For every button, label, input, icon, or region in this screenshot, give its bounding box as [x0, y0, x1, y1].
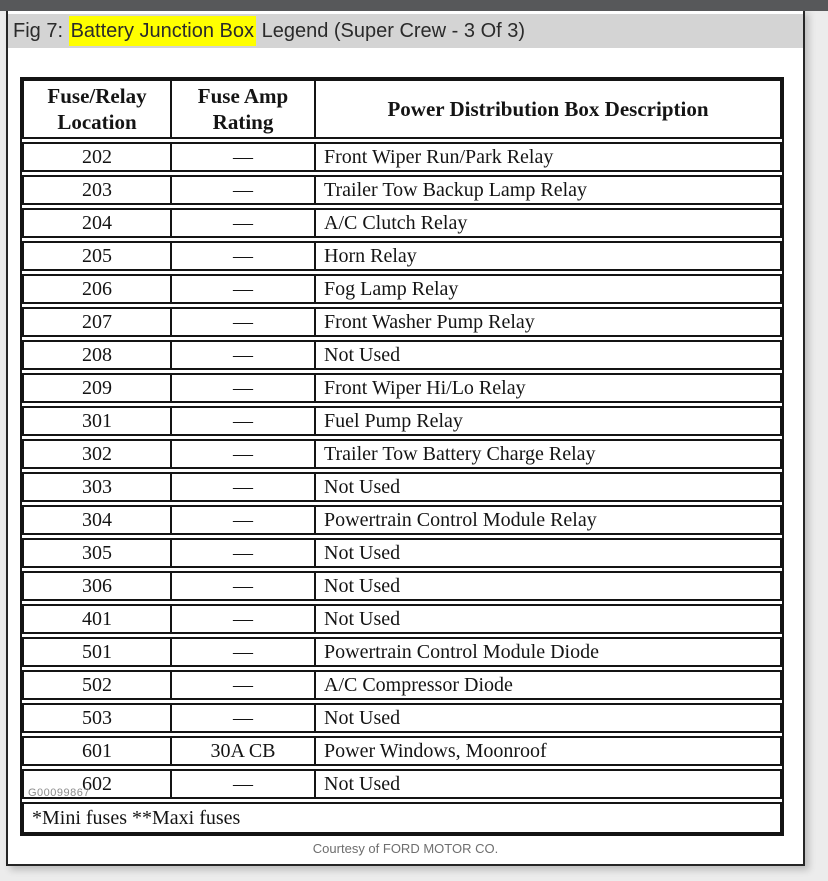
- table-row: 306 — Not Used: [22, 571, 782, 601]
- cell-description: Not Used: [324, 608, 401, 630]
- cell-fuse-relay-location: 301: [82, 410, 112, 432]
- cell-description: Fog Lamp Relay: [324, 278, 459, 300]
- cell-fuse-amp-rating: —: [170, 210, 316, 236]
- cell-fuse-relay-location: 502: [82, 674, 112, 696]
- table-row: 503 — Not Used: [22, 703, 782, 733]
- table-row: 204 — A/C Clutch Relay: [22, 208, 782, 238]
- cell-description: Trailer Tow Backup Lamp Relay: [324, 179, 587, 201]
- table-row: 601 30A CB Power Windows, Moonroof: [22, 736, 782, 766]
- cell-fuse-amp-rating: —: [170, 342, 316, 368]
- cell-description: Power Windows, Moonroof: [324, 740, 547, 762]
- cell-fuse-relay-location: 306: [82, 575, 112, 597]
- cell-fuse-relay-location: 304: [82, 509, 112, 531]
- cell-description: Not Used: [324, 542, 401, 564]
- cell-fuse-amp-rating: —: [170, 441, 316, 467]
- header-fuse-amp-rating: Fuse Amp Rating: [170, 81, 316, 137]
- cell-description: Fuel Pump Relay: [324, 410, 463, 432]
- cell-description: Trailer Tow Battery Charge Relay: [324, 443, 596, 465]
- cell-fuse-amp-rating: —: [170, 474, 316, 500]
- cell-description: Front Wiper Hi/Lo Relay: [324, 377, 526, 399]
- figure-caption-prefix: Fig 7:: [13, 20, 69, 42]
- table-header-row: Fuse/Relay Location Fuse Amp Rating Powe…: [22, 79, 782, 139]
- header-fuse-relay-location: Fuse/Relay Location: [47, 84, 147, 134]
- cell-fuse-relay-location: 501: [82, 641, 112, 663]
- cell-fuse-relay-location: 203: [82, 179, 112, 201]
- table-row: 209 — Front Wiper Hi/Lo Relay: [22, 373, 782, 403]
- table-row: 304 — Powertrain Control Module Relay: [22, 505, 782, 535]
- cell-fuse-amp-rating: —: [170, 573, 316, 599]
- table-row: 502 — A/C Compressor Diode: [22, 670, 782, 700]
- cell-fuse-relay-location: 303: [82, 476, 112, 498]
- cell-fuse-relay-location: 305: [82, 542, 112, 564]
- table-row: 206 — Fog Lamp Relay: [22, 274, 782, 304]
- cell-fuse-amp-rating: —: [170, 606, 316, 632]
- cell-description: Not Used: [324, 476, 401, 498]
- cell-fuse-amp-rating: —: [170, 276, 316, 302]
- table-row: 203 — Trailer Tow Backup Lamp Relay: [22, 175, 782, 205]
- table-row: 401 — Not Used: [22, 604, 782, 634]
- table-row: 602 — Not Used: [22, 769, 782, 799]
- cell-fuse-relay-location: 503: [82, 707, 112, 729]
- header-power-distribution-description: Power Distribution Box Description: [387, 97, 709, 121]
- table-row: 301 — Fuel Pump Relay: [22, 406, 782, 436]
- figure-caption-bar: Fig 7: Battery Junction Box Legend (Supe…: [8, 14, 803, 48]
- figure-code: G00099867: [28, 787, 90, 799]
- cell-fuse-amp-rating: —: [170, 375, 316, 401]
- table-row: 205 — Horn Relay: [22, 241, 782, 271]
- document-page: Fig 7: Battery Junction Box Legend (Supe…: [6, 9, 805, 866]
- table-footnote: *Mini fuses **Maxi fuses: [22, 802, 782, 834]
- cell-fuse-relay-location: 302: [82, 443, 112, 465]
- table-row: 302 — Trailer Tow Battery Charge Relay: [22, 439, 782, 469]
- cell-description: Not Used: [324, 575, 401, 597]
- table-row: 303 — Not Used: [22, 472, 782, 502]
- cell-fuse-relay-location: 202: [82, 146, 112, 168]
- cell-description: Horn Relay: [324, 245, 417, 267]
- cell-fuse-amp-rating: —: [170, 309, 316, 335]
- cell-fuse-relay-location: 401: [82, 608, 112, 630]
- cell-description: Not Used: [324, 344, 401, 366]
- cell-fuse-amp-rating: —: [170, 540, 316, 566]
- cell-fuse-relay-location: 204: [82, 212, 112, 234]
- fuse-table: Fuse/Relay Location Fuse Amp Rating Powe…: [20, 77, 784, 836]
- table-row: 501 — Powertrain Control Module Diode: [22, 637, 782, 667]
- cell-fuse-amp-rating: 30A CB: [170, 738, 316, 764]
- cell-description: Powertrain Control Module Relay: [324, 509, 597, 531]
- cell-fuse-amp-rating: —: [170, 672, 316, 698]
- cell-fuse-relay-location: 601: [82, 740, 112, 762]
- cell-fuse-relay-location: 208: [82, 344, 112, 366]
- cell-description: Front Washer Pump Relay: [324, 311, 535, 333]
- cell-fuse-amp-rating: —: [170, 243, 316, 269]
- cell-description: Front Wiper Run/Park Relay: [324, 146, 554, 168]
- figure-caption-highlight: Battery Junction Box: [68, 16, 257, 46]
- cell-description: A/C Compressor Diode: [324, 674, 513, 696]
- window-top-bar: [0, 0, 828, 11]
- cell-fuse-relay-location: 206: [82, 278, 112, 300]
- cell-fuse-amp-rating: —: [170, 507, 316, 533]
- cell-fuse-relay-location: 207: [82, 311, 112, 333]
- cell-description: A/C Clutch Relay: [324, 212, 468, 234]
- courtesy-note: Courtesy of FORD MOTOR CO.: [312, 841, 499, 856]
- cell-fuse-relay-location: 602: [82, 773, 112, 795]
- cell-description: Not Used: [324, 707, 401, 729]
- table-row: 305 — Not Used: [22, 538, 782, 568]
- cell-description: Not Used: [324, 773, 401, 795]
- figure-caption-suffix: Legend (Super Crew - 3 Of 3): [256, 20, 526, 42]
- cell-description: Powertrain Control Module Diode: [324, 641, 599, 663]
- cell-fuse-amp-rating: —: [170, 705, 316, 731]
- table-row: 207 — Front Washer Pump Relay: [22, 307, 782, 337]
- cell-fuse-amp-rating: —: [170, 408, 316, 434]
- cell-fuse-amp-rating: —: [170, 771, 316, 797]
- cell-fuse-amp-rating: —: [170, 144, 316, 170]
- table-row: 208 — Not Used: [22, 340, 782, 370]
- table-row: 202 — Front Wiper Run/Park Relay: [22, 142, 782, 172]
- cell-fuse-relay-location: 209: [82, 377, 112, 399]
- cell-fuse-amp-rating: —: [170, 177, 316, 203]
- cell-fuse-amp-rating: —: [170, 639, 316, 665]
- cell-fuse-relay-location: 205: [82, 245, 112, 267]
